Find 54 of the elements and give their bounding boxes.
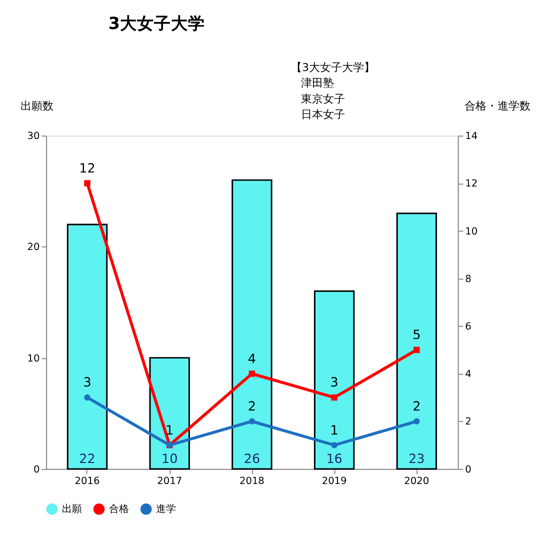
x-tick-label: 2018: [239, 476, 264, 488]
text: 津田塾: [300, 76, 334, 90]
data-label: 2: [412, 400, 421, 415]
y-tick-label: 0: [33, 464, 40, 476]
bar: [149, 357, 190, 470]
y-tick-label: 20: [27, 242, 40, 254]
point: [331, 442, 338, 448]
text: 東京女子: [300, 92, 345, 106]
legend-label: 進学: [156, 503, 176, 516]
y-axis-title: 出願数: [20, 100, 54, 113]
data-label: 23: [408, 452, 425, 468]
y2-tick-label: 14: [465, 131, 478, 142]
data-label: 22: [79, 452, 96, 468]
y2-axis-title: 合格・進学数: [464, 100, 531, 113]
data-label: 12: [79, 161, 96, 176]
chart-title: 3大女子大学: [108, 14, 205, 33]
data-label: 1: [166, 423, 174, 438]
bar: [66, 224, 108, 470]
bar: [396, 212, 437, 470]
data-label: 3: [83, 376, 92, 391]
x-tick-label: 2019: [322, 476, 347, 488]
y2-tick-label: 12: [465, 178, 478, 190]
bar: [314, 290, 355, 470]
y-tick-label: 30: [27, 131, 40, 142]
y-tick-label: 10: [27, 353, 40, 364]
point: [414, 418, 420, 424]
legend-label: 出願: [62, 503, 82, 516]
y2-tick-label: 6: [465, 322, 472, 333]
y2-tick-label: 10: [465, 226, 478, 238]
data-label: 3: [330, 376, 338, 391]
data-label: 2: [248, 400, 256, 415]
data-label: 26: [244, 452, 260, 468]
data-label: 1: [330, 423, 338, 438]
x-tick-label: 2016: [74, 476, 100, 488]
point: [248, 418, 256, 424]
y2-tick-label: 8: [465, 274, 472, 285]
legend-label: 合格: [108, 503, 129, 516]
text: 日本女子: [300, 108, 345, 121]
y2-tick-label: 0: [465, 464, 472, 476]
data-label: 5: [412, 328, 421, 344]
x-tick-label: 2017: [157, 476, 182, 488]
x-tick-label: 2020: [404, 476, 430, 488]
text: 【3大女子大学】: [291, 60, 376, 74]
point: [414, 346, 420, 353]
point: [331, 394, 338, 401]
y2-tick-label: 4: [465, 369, 472, 380]
point: [248, 370, 256, 377]
data-label: 4: [248, 352, 256, 367]
data-label: 10: [161, 452, 178, 468]
point: [84, 394, 90, 401]
point: [84, 180, 90, 186]
bar: [232, 179, 272, 470]
data-label: 16: [326, 452, 342, 468]
y2-tick-label: 2: [465, 416, 472, 428]
